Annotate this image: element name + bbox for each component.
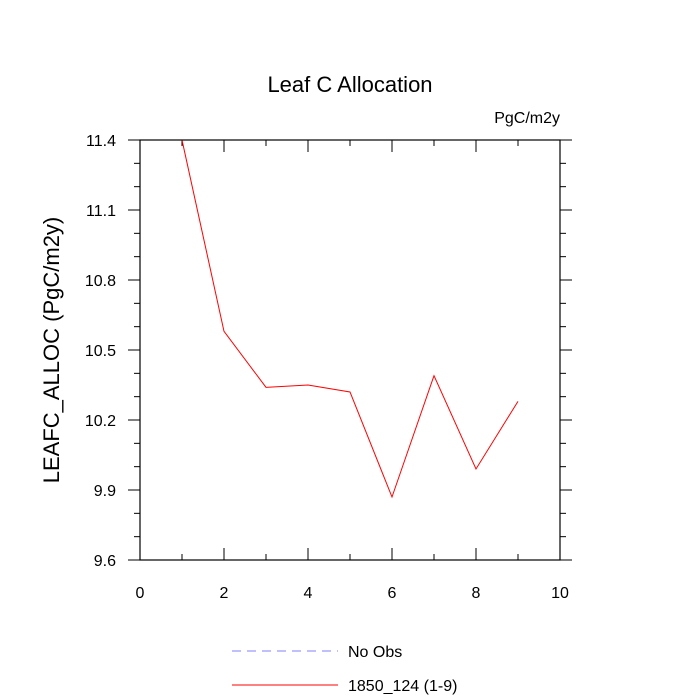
y-tick-label: 9.6 (94, 553, 116, 570)
y-tick-label: 10.8 (85, 273, 116, 290)
plot-frame (139, 139, 561, 561)
units-label: PgC/m2y (494, 110, 560, 127)
x-tick-label: 4 (304, 585, 313, 602)
legend-label-1850-124: 1850_124 (1-9) (348, 678, 457, 695)
axis-ticks (128, 139, 572, 561)
y-axis-label: LEAFC_ALLOC (PgC/m2y) (39, 217, 64, 484)
y-tick-label: 10.2 (85, 413, 116, 430)
tick-labels: 0 2 4 6 8 10 9.6 9.9 10.2 10.5 10.8 11.1 11.4 (85, 133, 569, 602)
y-tick-label: 11.4 (86, 133, 116, 150)
x-tick-label: 10 (551, 585, 569, 602)
y-tick-label: 10.5 (85, 343, 116, 360)
x-tick-label: 0 (136, 585, 145, 602)
x-tick-label: 2 (220, 585, 229, 602)
legend: No Obs 1850_124 (1-9) (232, 644, 457, 695)
chart-title: Leaf C Allocation (267, 72, 432, 97)
x-tick-label: 6 (388, 585, 397, 602)
legend-label-no-obs: No Obs (348, 644, 402, 661)
y-tick-label: 9.9 (94, 483, 116, 500)
y-tick-label: 11.1 (86, 203, 116, 220)
series-layer (181, 139, 519, 499)
x-tick-label: 8 (472, 585, 481, 602)
series-line-1850-124-1-9- (181, 139, 519, 499)
